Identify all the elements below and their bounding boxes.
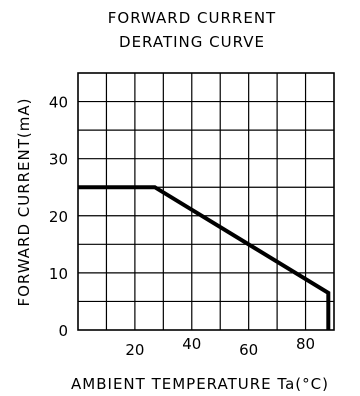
chart-title-line1: FORWARD CURRENT	[108, 9, 276, 27]
series-layer	[78, 185, 331, 330]
grid	[78, 73, 334, 330]
y-tick-labels: 0 10 20 30 40	[49, 94, 68, 340]
y-tick-label: 30	[49, 151, 68, 169]
y-tick-label: 20	[49, 208, 68, 226]
y-tick-label: 40	[49, 94, 68, 112]
x-tick-label: 40	[182, 335, 201, 353]
chart-title-line2: DERATING CURVE	[119, 33, 265, 51]
y-tick-label: 0	[58, 322, 68, 340]
y-tick-label: 10	[49, 265, 68, 283]
x-tick-label: 80	[296, 335, 315, 353]
y-axis-label: FORWARD CURRENT(mA)	[15, 98, 33, 307]
x-tick-label: 20	[125, 341, 144, 359]
plot-frame	[77, 72, 335, 331]
derating-curve-line	[78, 185, 331, 330]
x-tick-labels: 20 40 60 80	[125, 335, 315, 359]
x-tick-label: 60	[239, 341, 258, 359]
x-axis-label: AMBIENT TEMPERATURE Ta(°C)	[71, 375, 329, 393]
